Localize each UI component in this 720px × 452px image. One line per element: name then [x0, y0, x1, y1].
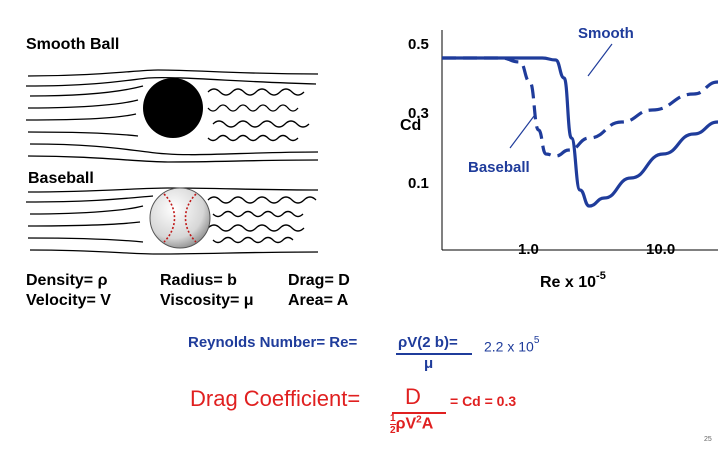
x-tick-10: 10.0 — [646, 241, 675, 258]
velocity-label: Velocity= V — [26, 292, 111, 309]
density-label: Density= ρ — [26, 272, 108, 289]
smooth-ball-title: Smooth Ball — [26, 36, 120, 53]
drag-coefficient-chart: Cd 0.5 0.3 0.1 1.0 10.0 Re x 10-5 Smooth… — [400, 25, 719, 291]
slide-number: 25 — [704, 436, 712, 443]
drag-fraction-bar — [392, 412, 446, 414]
baseball-title: Baseball — [28, 170, 94, 187]
y-tick-0-1: 0.1 — [408, 175, 429, 192]
y-tick-0-5: 0.5 — [408, 36, 429, 53]
reynolds-value: 2.2 x 105 — [484, 335, 540, 355]
series-smooth-line — [441, 56, 719, 208]
drag-coefficient-result: = Cd = 0.3 — [450, 393, 517, 409]
drag-coefficient-label: Drag Coefficient= — [190, 386, 361, 411]
drag-coefficient-numerator: D — [405, 384, 421, 409]
drag-coefficient-denominator: 1 2 ρV2A — [390, 413, 434, 436]
baseball-flow-diagram — [25, 187, 319, 255]
y-tick-0-3: 0.3 — [408, 105, 429, 122]
radius-label: Radius= b — [160, 272, 237, 289]
legend-smooth-label: Smooth — [578, 25, 634, 42]
reynolds-denominator: μ — [424, 355, 434, 372]
reynolds-label: Reynolds Number= Re= — [188, 334, 358, 351]
legend-baseball-label: Baseball — [468, 159, 530, 176]
area-label: Area= A — [288, 292, 349, 309]
x-axis-label: Re x 10-5 — [540, 270, 606, 291]
baseball-shape — [149, 187, 211, 249]
reynolds-fraction-bar — [396, 353, 472, 355]
drag-label: Drag= D — [288, 272, 350, 289]
baseball-pointer-line — [509, 115, 535, 149]
smooth-ball-flow-diagram — [25, 69, 319, 163]
viscosity-label: Viscosity= μ — [160, 292, 254, 309]
reynolds-numerator: ρV(2 b)= — [398, 334, 458, 351]
series-baseball-line — [441, 56, 719, 158]
smooth-pointer-line — [587, 43, 613, 77]
x-tick-1: 1.0 — [518, 241, 539, 258]
y-axis-label: Cd — [400, 117, 421, 134]
smooth-ball-shape — [143, 78, 203, 138]
